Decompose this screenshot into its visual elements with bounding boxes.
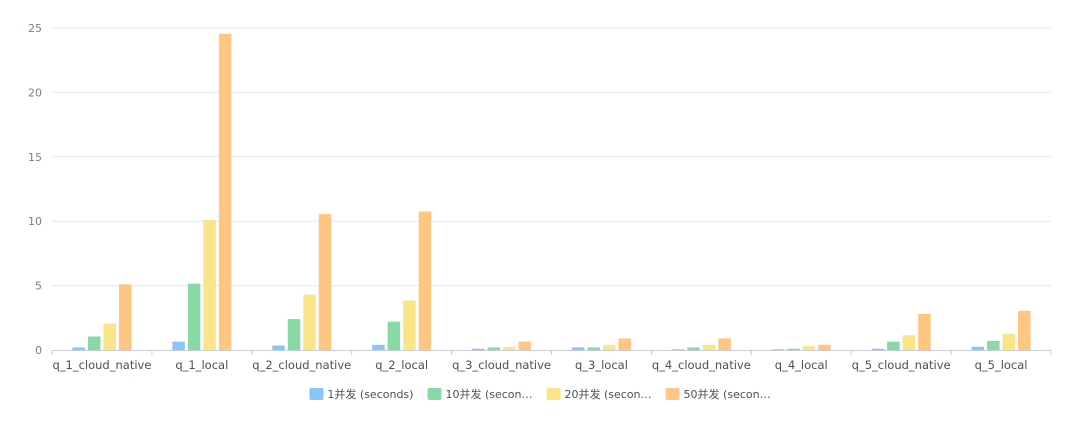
legend-label: 10并发 (secon…	[445, 387, 532, 401]
bar[interactable]	[602, 344, 616, 350]
bar[interactable]	[918, 313, 931, 350]
grid-lines	[52, 27, 1051, 287]
legend-item[interactable]: 50并发 (secon…	[665, 387, 771, 401]
legend-label: 50并发 (secon…	[684, 387, 771, 401]
legend-swatch	[665, 388, 680, 400]
bar[interactable]	[418, 211, 432, 350]
bar[interactable]	[218, 33, 232, 351]
legend-label: 1并发 (seconds)	[327, 387, 413, 401]
bar[interactable]	[771, 349, 785, 350]
bar[interactable]	[687, 347, 700, 350]
bar[interactable]	[802, 346, 816, 350]
bar[interactable]	[618, 338, 631, 350]
x-tick-label: q_5_cloud_native	[852, 358, 951, 372]
x-tick-label: q_1_cloud_native	[52, 358, 151, 372]
bar[interactable]	[287, 319, 301, 350]
legend-swatch	[546, 388, 561, 400]
bar[interactable]	[318, 214, 332, 350]
legend-item[interactable]: 1并发 (seconds)	[309, 387, 413, 401]
x-tick-label: q_4_cloud_native	[652, 358, 751, 372]
bar[interactable]	[702, 344, 716, 350]
bar[interactable]	[487, 347, 501, 350]
bar[interactable]	[203, 219, 216, 350]
y-tick-label: 10	[28, 215, 42, 228]
legend[interactable]: 1并发 (seconds) 10并发 (secon… 20并发 (secon… 50并…	[309, 387, 771, 401]
x-tick-label: q_4_local	[775, 358, 828, 372]
bar[interactable]	[87, 336, 101, 350]
bar[interactable]	[718, 338, 731, 350]
x-tick-label: q_5_local	[975, 358, 1028, 372]
bar[interactable]	[403, 300, 416, 350]
bar[interactable]	[871, 348, 885, 350]
x-tick-label: q_2_cloud_native	[252, 358, 351, 372]
y-axis-ticks: 0 5 10 15 20 25	[28, 22, 42, 357]
legend-item[interactable]: 10并发 (secon…	[427, 387, 533, 401]
x-axis: q_1_cloud_native q_1_local q_2_cloud_nativ…	[51, 350, 1052, 372]
bar[interactable]	[472, 348, 485, 350]
bar[interactable]	[902, 335, 916, 350]
bar[interactable]	[518, 341, 532, 350]
bar[interactable]	[818, 344, 831, 350]
bar[interactable]	[172, 341, 185, 350]
bar[interactable]	[372, 344, 385, 350]
bar[interactable]	[118, 284, 132, 350]
bar[interactable]	[272, 345, 285, 350]
bar[interactable]	[1018, 310, 1031, 350]
bar[interactable]	[503, 346, 516, 350]
bar[interactable]	[1002, 333, 1016, 350]
y-tick-label: 5	[35, 280, 42, 293]
bar[interactable]	[571, 347, 585, 350]
y-tick-label: 20	[28, 86, 42, 99]
bars	[72, 33, 1031, 351]
bar[interactable]	[187, 283, 201, 350]
legend-label: 20并发 (secon…	[565, 387, 652, 401]
bar[interactable]	[787, 348, 800, 350]
y-tick-label: 15	[28, 151, 42, 164]
bar[interactable]	[303, 294, 316, 350]
bar[interactable]	[103, 323, 116, 350]
x-tick-label: q_3_cloud_native	[452, 358, 551, 372]
legend-item[interactable]: 20并发 (secon…	[546, 387, 652, 401]
bar[interactable]	[587, 347, 600, 350]
x-tick-label: q_2_local	[375, 358, 428, 372]
bar[interactable]	[387, 321, 401, 350]
x-tick-label: q_1_local	[175, 358, 228, 372]
legend-swatch	[427, 388, 442, 400]
bar[interactable]	[971, 346, 985, 350]
bar[interactable]	[887, 341, 900, 350]
bar[interactable]	[671, 349, 685, 350]
bar[interactable]	[987, 340, 1000, 350]
x-tick-label: q_3_local	[575, 358, 628, 372]
bar[interactable]	[72, 347, 85, 350]
y-tick-label: 25	[28, 22, 42, 35]
y-tick-label: 0	[35, 344, 42, 357]
legend-swatch	[309, 388, 324, 400]
